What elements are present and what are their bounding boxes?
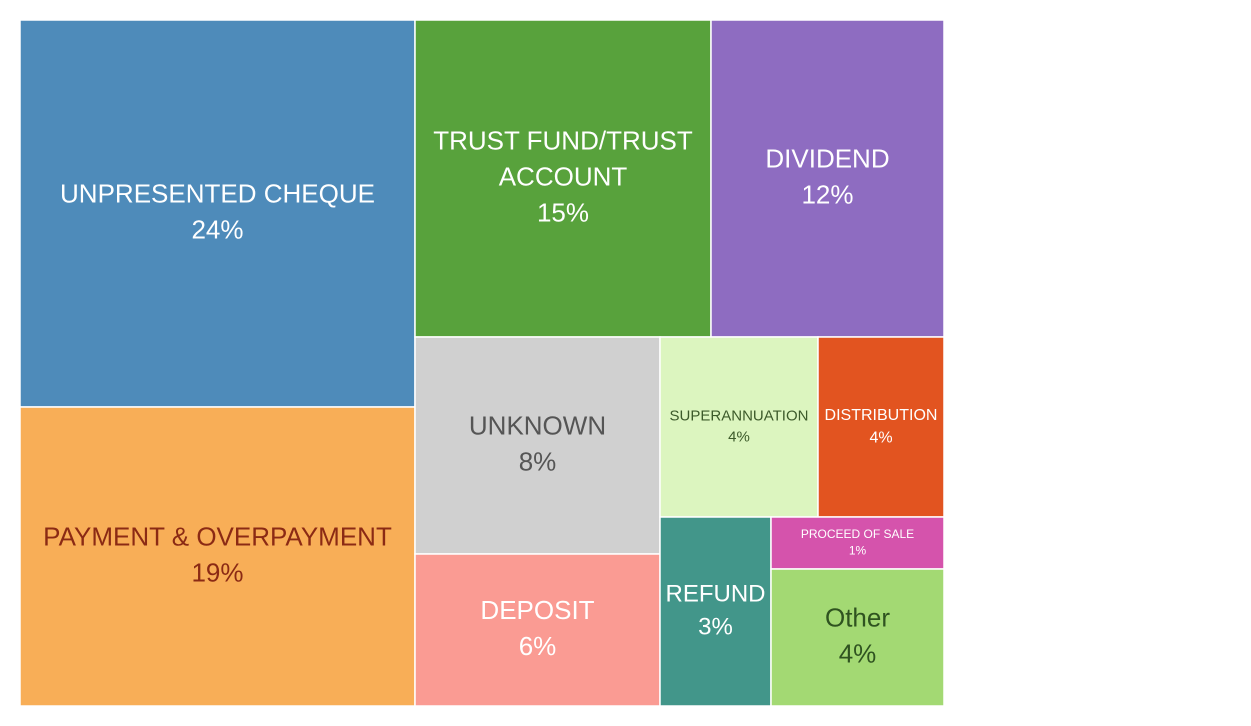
tile-label-trust-fund-trust-account: TRUST FUND/TRUST ACCOUNT (433, 125, 693, 191)
tile-value-payment-and-overpayment: 19% (191, 557, 243, 587)
tile-value-dividend: 12% (801, 179, 853, 209)
tile-label-distribution: DISTRIBUTION (825, 407, 938, 424)
tile-label-proceed-of-sale: PROCEED OF SALE (801, 527, 914, 541)
tile-label-unknown: UNKNOWN (469, 410, 606, 440)
tile-proceed-of-sale (770, 516, 945, 570)
tile-deposit (414, 553, 661, 707)
tile-value-distribution: 4% (869, 429, 892, 446)
tile-dividend (710, 19, 945, 338)
tile-value-other: 4% (839, 638, 877, 668)
tile-value-unknown: 8% (519, 446, 557, 476)
tile-value-unpresented-cheque: 24% (191, 214, 243, 244)
tile-label-superannuation: SUPERANNUATION (670, 408, 809, 425)
tile-other (770, 568, 945, 707)
tile-label-other: Other (825, 602, 890, 632)
tile-unknown (414, 336, 661, 555)
tile-payment-and-overpayment (19, 406, 416, 707)
tile-label-deposit: DEPOSIT (480, 595, 594, 625)
tile-value-proceed-of-sale: 1% (849, 543, 867, 557)
tile-superannuation (659, 336, 819, 518)
tile-label-unpresented-cheque: UNPRESENTED CHEQUE (60, 178, 375, 208)
tile-label-refund: REFUND (666, 580, 766, 607)
tile-label-payment-and-overpayment: PAYMENT & OVERPAYMENT (43, 521, 392, 551)
tile-distribution (817, 336, 945, 518)
tile-unpresented-cheque (19, 19, 416, 408)
tile-value-superannuation: 4% (728, 428, 750, 445)
tile-refund (659, 516, 772, 707)
tile-value-refund: 3% (698, 613, 733, 640)
tile-label-dividend: DIVIDEND (765, 143, 889, 173)
tile-value-deposit: 6% (519, 631, 557, 661)
tile-trust-fund-trust-account (414, 19, 712, 338)
tile-value-trust-fund-trust-account: 15% (537, 197, 589, 227)
